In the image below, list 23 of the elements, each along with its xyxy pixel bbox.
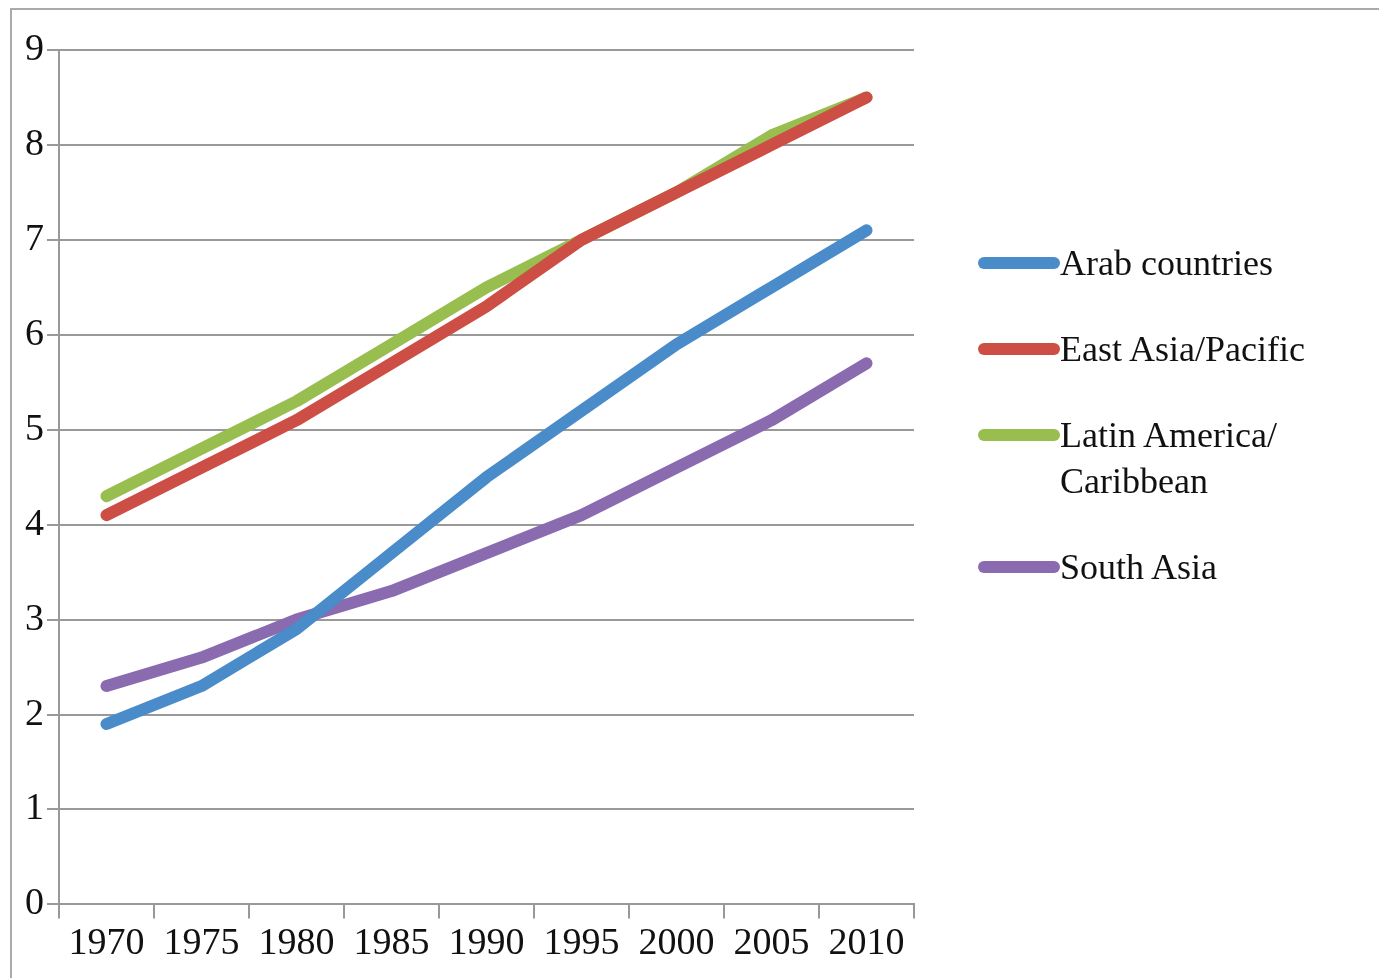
x-tick-label: 1995 <box>543 920 620 963</box>
y-tick-label: 6 <box>25 310 44 353</box>
x-tick-label: 2010 <box>828 920 905 963</box>
x-tick-label: 1990 <box>448 920 525 963</box>
x-tick-label: 1980 <box>258 920 335 963</box>
legend-label: East Asia/Pacific <box>1060 328 1305 371</box>
y-tick-label: 9 <box>25 25 44 68</box>
y-tick-label: 1 <box>25 785 44 828</box>
y-tick-label: 8 <box>25 120 44 163</box>
y-tick-label: 4 <box>25 500 44 543</box>
x-tick-label: 2005 <box>733 920 810 963</box>
x-tick-label: 1975 <box>163 920 240 963</box>
y-tick-label: 5 <box>25 405 44 448</box>
y-tick-label: 3 <box>25 595 44 638</box>
x-tick-label: 1970 <box>68 920 145 963</box>
y-tick-label: 2 <box>25 690 44 733</box>
x-tick-label: 2000 <box>638 920 715 963</box>
y-tick-label: 0 <box>25 880 44 923</box>
legend-label: Arab countries <box>1060 242 1273 285</box>
y-tick-label: 7 <box>25 215 44 258</box>
legend-label: Latin America/ Caribbean <box>1060 414 1278 503</box>
x-tick-label: 1985 <box>353 920 430 963</box>
legend-label: South Asia <box>1060 546 1218 589</box>
